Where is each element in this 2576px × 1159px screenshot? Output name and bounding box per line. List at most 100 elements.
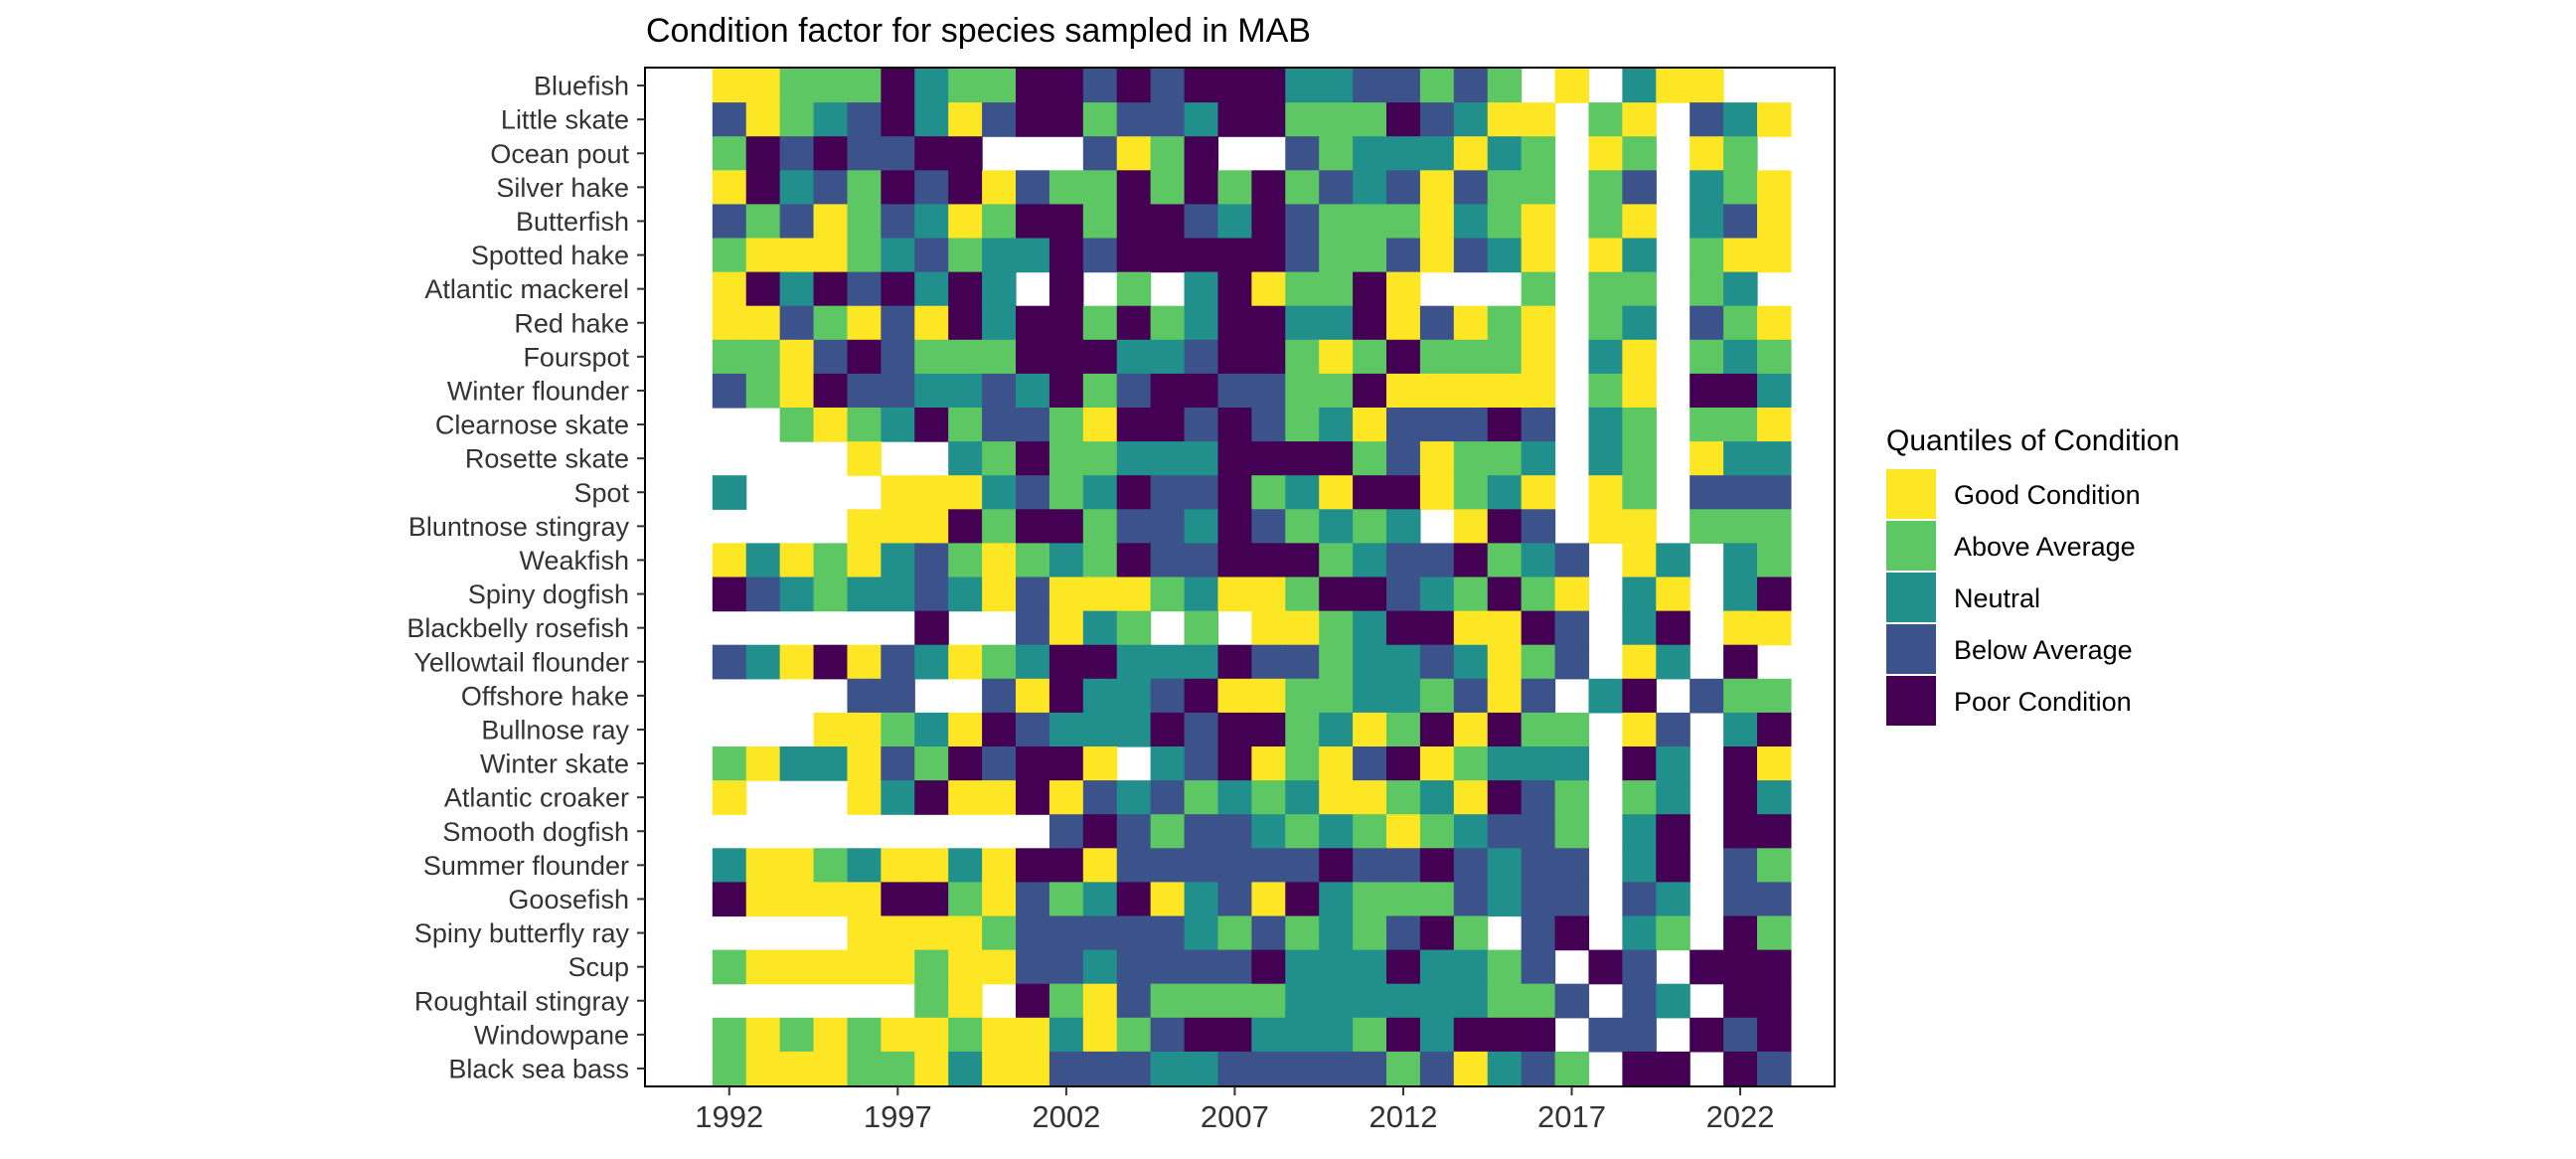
cell-black-sea-bass-1997 (881, 1051, 915, 1086)
cell-fourspot-2018 (1588, 339, 1623, 375)
legend-title: Quantiles of Condition (1886, 424, 2179, 457)
cell-winter-flounder-2007 (1217, 373, 1252, 409)
cell-winter-flounder-1998 (914, 373, 949, 409)
cell-spotted-hake-2005 (1150, 238, 1186, 273)
cell-black-sea-bass-2017 (1554, 1051, 1590, 1086)
cell-butterfish-1993 (745, 204, 781, 240)
cell-silver-hake-2018 (1588, 170, 1623, 205)
cell-winter-skate-2013 (1419, 746, 1455, 781)
y-tick-label-ocean-pout: Ocean pout (490, 139, 629, 169)
cell-roughtail-stingray-2003 (1082, 983, 1118, 1019)
cell-smooth-dogfish-2013 (1419, 814, 1455, 849)
cell-winter-flounder-2008 (1251, 373, 1286, 409)
cell-scup-2006 (1184, 949, 1219, 985)
cell-ocean-pout-2010 (1319, 136, 1354, 171)
cell-spiny-dogfish-2011 (1353, 577, 1387, 612)
cell-rosette-skate-2005 (1150, 441, 1186, 476)
cell-red-hake-2001 (1016, 305, 1050, 341)
cell-roughtail-stingray-2022 (1723, 983, 1758, 1019)
cell-bluefish-2014 (1453, 69, 1489, 103)
cell-atlantic-croaker-1998 (914, 780, 949, 815)
y-tick-label-red-hake: Red hake (514, 308, 629, 338)
cell-yellowtail-flounder-2003 (1082, 644, 1118, 680)
cell-spotted-hake-2001 (1016, 238, 1050, 273)
cell-bluntnose-stingray-2021 (1690, 509, 1724, 544)
cell-yellowtail-flounder-2004 (1116, 644, 1152, 680)
cell-spiny-butterfly-ray-2020 (1656, 915, 1690, 951)
cell-fourspot-2003 (1082, 339, 1118, 375)
x-tick-label-2017: 2017 (1537, 1099, 1606, 1134)
cell-smooth-dogfish-2020 (1656, 814, 1690, 849)
cell-spiny-butterfly-ray-2006 (1184, 915, 1219, 951)
cell-spot-2018 (1588, 475, 1623, 510)
cell-offshore-hake-2015 (1487, 678, 1523, 714)
cell-spiny-dogfish-2004 (1116, 577, 1152, 612)
cell-weakfish-2014 (1453, 543, 1489, 579)
cell-clearnose-skate-2013 (1419, 408, 1455, 442)
cell-black-sea-bass-2019 (1622, 1051, 1657, 1086)
cell-butterfish-1999 (948, 204, 983, 240)
cell-silver-hake-2023 (1757, 170, 1792, 205)
cell-summer-flounder-2016 (1521, 848, 1556, 883)
cell-winter-skate-2011 (1353, 746, 1387, 781)
cell-scup-2012 (1386, 949, 1421, 985)
cell-clearnose-skate-2003 (1082, 408, 1118, 442)
cell-rosette-skate-2003 (1082, 441, 1118, 476)
legend-label-above-average: Above Average (1954, 532, 2136, 562)
cell-winter-flounder-2005 (1150, 373, 1186, 409)
cell-spotted-hake-1997 (881, 238, 915, 273)
cell-yellowtail-flounder-1999 (948, 644, 983, 680)
cell-fourspot-1996 (847, 339, 882, 375)
cell-windowpane-2001 (1016, 1017, 1050, 1053)
cell-bluefish-2007 (1217, 69, 1252, 103)
cell-little-skate-2019 (1622, 102, 1657, 137)
cell-winter-skate-2012 (1386, 746, 1421, 781)
cell-spiny-butterfly-ray-2023 (1757, 915, 1792, 951)
cell-scup-2007 (1217, 949, 1252, 985)
cell-silver-hake-1997 (881, 170, 915, 205)
cell-little-skate-2007 (1217, 102, 1252, 137)
cell-bluefish-2017 (1554, 69, 1590, 103)
cell-bullnose-ray-2020 (1656, 712, 1690, 747)
cell-bullnose-ray-2011 (1353, 712, 1387, 747)
cell-spotted-hake-2010 (1319, 238, 1354, 273)
cell-bullnose-ray-1997 (881, 712, 915, 747)
cell-roughtail-stingray-2014 (1453, 983, 1489, 1019)
cell-spot-1998 (914, 475, 949, 510)
cell-spiny-butterfly-ray-2005 (1150, 915, 1186, 951)
cell-bluefish-1998 (914, 69, 949, 103)
cell-rosette-skate-2014 (1453, 441, 1489, 476)
cell-ocean-pout-2021 (1690, 136, 1724, 171)
cell-fourspot-1995 (813, 339, 849, 375)
cell-bullnose-ray-2000 (982, 712, 1017, 747)
cell-spotted-hake-2015 (1487, 238, 1523, 273)
cell-spot-2023 (1757, 475, 1792, 510)
cell-little-skate-2004 (1116, 102, 1152, 137)
cell-spiny-dogfish-1998 (914, 577, 949, 612)
cell-bluntnose-stingray-2018 (1588, 509, 1623, 544)
cell-black-sea-bass-2006 (1184, 1051, 1219, 1086)
cell-butterfish-2003 (1082, 204, 1118, 240)
cell-spiny-dogfish-2002 (1048, 577, 1084, 612)
cell-blackbelly-rosefish-2008 (1251, 610, 1286, 646)
y-tick-label-winter-flounder: Winter flounder (447, 376, 629, 406)
y-tick-label-weakfish: Weakfish (519, 546, 629, 576)
cell-ocean-pout-2015 (1487, 136, 1523, 171)
cell-butterfish-1998 (914, 204, 949, 240)
cell-ocean-pout-2022 (1723, 136, 1758, 171)
cell-winter-skate-2020 (1656, 746, 1690, 781)
cell-winter-flounder-2010 (1319, 373, 1354, 409)
cell-windowpane-2015 (1487, 1017, 1523, 1053)
cell-black-sea-bass-2014 (1453, 1051, 1489, 1086)
cell-spiny-dogfish-2017 (1554, 577, 1590, 612)
cell-goosefish-2008 (1251, 882, 1286, 917)
cell-spotted-hake-1993 (745, 238, 781, 273)
cell-little-skate-1996 (847, 102, 882, 137)
cell-windowpane-2013 (1419, 1017, 1455, 1053)
cell-offshore-hake-2013 (1419, 678, 1455, 714)
cell-little-skate-2013 (1419, 102, 1455, 137)
y-tick-label-yellowtail-flounder: Yellowtail flounder (413, 647, 629, 677)
cell-offshore-hake-2022 (1723, 678, 1758, 714)
cell-spotted-hake-2002 (1048, 238, 1084, 273)
y-tick-label-windowpane: Windowpane (474, 1020, 629, 1050)
